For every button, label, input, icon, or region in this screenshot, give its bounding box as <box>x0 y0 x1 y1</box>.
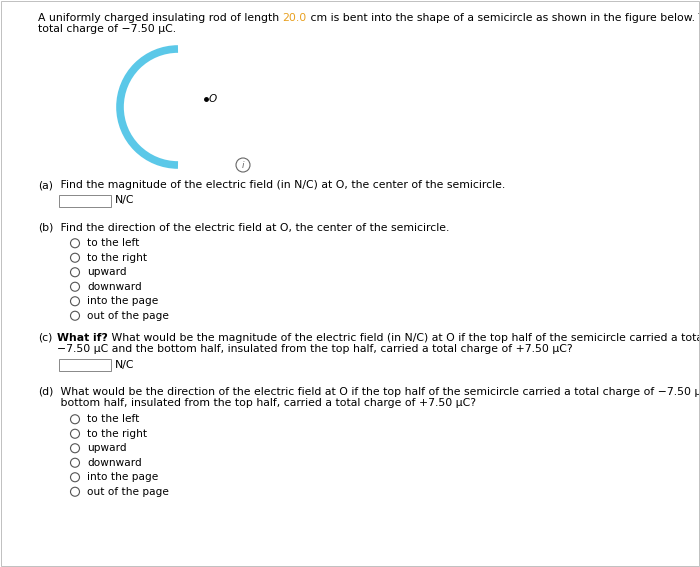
Text: (c): (c) <box>38 333 52 343</box>
Text: −7.50 μC and the bottom half, insulated from the top half, carried a total charg: −7.50 μC and the bottom half, insulated … <box>57 345 573 354</box>
Text: into the page: into the page <box>87 296 158 306</box>
Text: to the right: to the right <box>87 253 147 263</box>
Text: Find the magnitude of the electric field (in N/C) at O, the center of the semici: Find the magnitude of the electric field… <box>57 180 505 190</box>
Text: (a): (a) <box>38 180 53 190</box>
Text: A uniformly charged insulating rod of length: A uniformly charged insulating rod of le… <box>38 13 283 23</box>
Text: Find the direction of the electric field at O, the center of the semicircle.: Find the direction of the electric field… <box>57 222 449 232</box>
Text: to the left: to the left <box>87 414 139 424</box>
Bar <box>59 359 111 371</box>
Text: out of the page: out of the page <box>87 311 169 321</box>
Text: What if?: What if? <box>57 333 108 343</box>
Text: What would be the magnitude of the electric field (in N/C) at O if the top half : What would be the magnitude of the elect… <box>108 333 700 343</box>
Text: downward: downward <box>87 282 141 292</box>
Text: into the page: into the page <box>87 472 158 483</box>
Text: 20.0: 20.0 <box>283 13 307 23</box>
Text: i: i <box>241 160 244 170</box>
Text: bottom half, insulated from the top half, carried a total charge of +7.50 μC?: bottom half, insulated from the top half… <box>57 399 476 408</box>
Text: What would be the direction of the electric field at O if the top half of the se: What would be the direction of the elect… <box>57 387 700 397</box>
Text: downward: downward <box>87 458 141 468</box>
Text: total charge of −7.50 μC.: total charge of −7.50 μC. <box>38 24 176 35</box>
Text: out of the page: out of the page <box>87 486 169 497</box>
Text: (d): (d) <box>38 387 53 397</box>
Text: cm is bent into the shape of a semicircle as shown in the figure below. The rod : cm is bent into the shape of a semicircl… <box>307 13 700 23</box>
Text: N/C: N/C <box>115 196 134 205</box>
Text: N/C: N/C <box>115 360 134 370</box>
Text: O: O <box>209 94 217 104</box>
Text: (b): (b) <box>38 222 53 232</box>
Text: upward: upward <box>87 443 127 453</box>
Text: upward: upward <box>87 267 127 277</box>
Text: to the right: to the right <box>87 429 147 439</box>
Text: to the left: to the left <box>87 238 139 248</box>
Bar <box>59 194 111 206</box>
